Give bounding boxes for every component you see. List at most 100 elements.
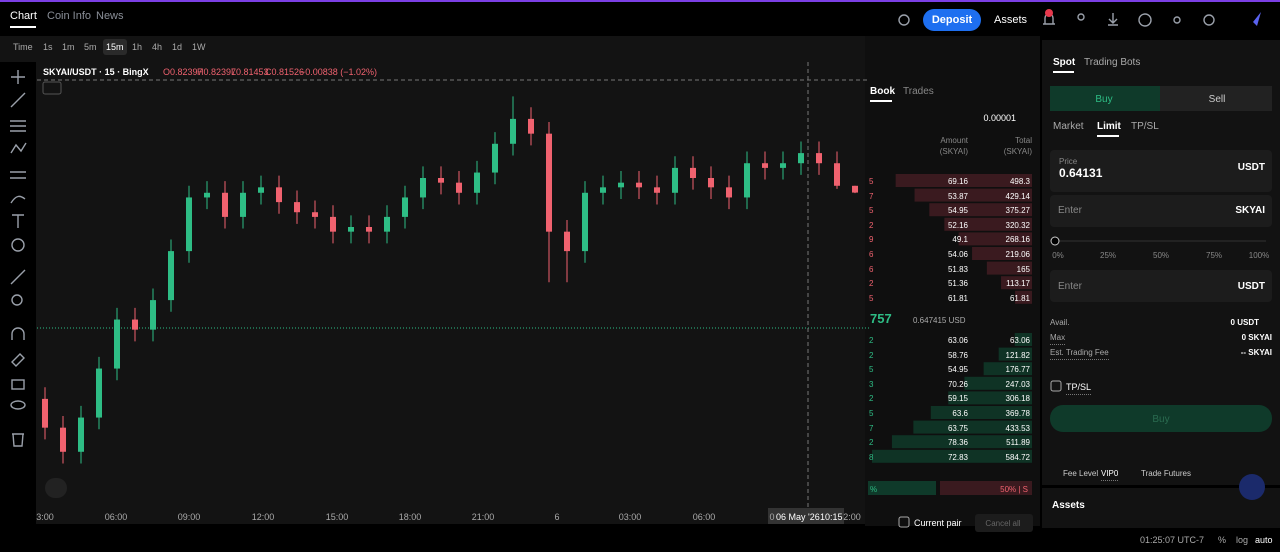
candle-body xyxy=(582,192,588,252)
sell-tab-bg xyxy=(1160,86,1272,111)
price-fragment: 5 xyxy=(869,206,874,216)
max-value: 0 SKYAI xyxy=(1241,333,1272,342)
interval[interactable]: 1h xyxy=(132,42,143,52)
slider-handle[interactable] xyxy=(1050,236,1060,246)
symbol-legend: SKYAI/USDT · 15 · BingX xyxy=(43,67,149,77)
candle-body xyxy=(564,231,570,252)
book-underline xyxy=(870,100,892,102)
slider-label: 25% xyxy=(1099,251,1117,260)
sell-tab[interactable]: Sell xyxy=(1208,94,1226,105)
buy-tab-bg xyxy=(1050,86,1165,111)
trades-tab[interactable]: Trades xyxy=(903,86,934,97)
candle-body xyxy=(330,216,336,232)
nav-tab[interactable]: Coin Info xyxy=(47,10,92,22)
price-fragment: 2 xyxy=(869,350,874,360)
candle-body xyxy=(60,427,66,452)
interval[interactable]: Time xyxy=(13,42,33,52)
candle-body xyxy=(96,368,102,418)
order-type[interactable]: TP/SL xyxy=(1131,121,1159,132)
slider-label: 100% xyxy=(1248,251,1270,260)
amount: 61.81 xyxy=(947,293,968,303)
price-fragment: 9 xyxy=(869,235,874,245)
order-type[interactable]: Limit xyxy=(1097,121,1121,132)
candle-body xyxy=(240,192,246,217)
column-header: Amount xyxy=(940,136,968,145)
time-axis-label: 6 xyxy=(554,512,560,522)
current-pair: Current pair xyxy=(914,518,962,528)
depth-bar xyxy=(913,420,1032,434)
candle-body xyxy=(384,216,390,232)
vip-level[interactable]: VIP0 xyxy=(1101,467,1119,481)
help-button[interactable] xyxy=(1239,474,1265,500)
cancel-all[interactable]: Cancel all xyxy=(985,519,1021,528)
collapse-button[interactable] xyxy=(42,81,62,95)
price-fragment: 5 xyxy=(869,409,874,418)
candle-body xyxy=(600,187,606,193)
amount: 69.16 xyxy=(947,177,968,186)
interval[interactable]: 1s xyxy=(43,42,53,52)
bots-tab[interactable]: Trading Bots xyxy=(1084,57,1141,68)
candle-body xyxy=(834,163,840,186)
candle-body xyxy=(654,187,660,193)
interval[interactable]: 1W xyxy=(192,42,206,52)
candle-body xyxy=(456,182,462,193)
column-header: (SKYAI) xyxy=(939,147,968,156)
total: 219.06 xyxy=(1005,250,1030,259)
assets-title: Assets xyxy=(1052,500,1085,511)
book-tab[interactable]: Book xyxy=(870,86,895,97)
interval[interactable]: 1m xyxy=(62,42,75,52)
trade-futures[interactable]: Trade Futures xyxy=(1141,469,1191,478)
depth-bar xyxy=(1015,290,1032,304)
interval[interactable]: 5m xyxy=(84,42,97,52)
candle-body xyxy=(744,163,750,198)
mid-price: 757 xyxy=(870,311,892,326)
total: 268.16 xyxy=(1005,235,1030,245)
nav-tab[interactable]: News xyxy=(96,10,124,22)
depth-bar xyxy=(998,347,1032,361)
total-input[interactable] xyxy=(1050,270,1272,302)
buy-tab[interactable]: Buy xyxy=(1095,94,1113,105)
amount: 54.95 xyxy=(947,365,968,375)
interval[interactable]: 4h xyxy=(152,42,163,52)
candle-body xyxy=(276,187,282,203)
mid-usd: 0.647415 USD xyxy=(913,316,966,325)
log-toggle[interactable]: log xyxy=(1236,535,1249,545)
ohlc-value: −0.00838 (−1.02%) xyxy=(300,67,378,77)
depth-bar xyxy=(895,174,1032,187)
price-input[interactable] xyxy=(1050,150,1272,192)
buy-button[interactable]: Buy xyxy=(1152,414,1170,425)
tpsl-checkbox[interactable] xyxy=(1050,380,1062,392)
cancel-all-bg xyxy=(975,514,1033,532)
order-type[interactable]: Market xyxy=(1053,121,1084,132)
percent-toggle[interactable]: % xyxy=(1218,535,1227,545)
time-axis-label: 15:00 xyxy=(325,512,349,522)
amount: 63.06 xyxy=(947,336,968,345)
depth-bar xyxy=(891,435,1032,449)
price-unit: USDT xyxy=(1237,162,1265,173)
depth-bar xyxy=(958,232,1032,246)
spot-tab[interactable]: Spot xyxy=(1053,57,1076,68)
depth-bar xyxy=(914,188,1032,202)
price-fragment: 7 xyxy=(869,191,874,201)
auto-toggle[interactable]: auto xyxy=(1255,535,1273,545)
depth-bar xyxy=(1001,276,1032,290)
deposit-button[interactable]: Deposit xyxy=(931,14,973,26)
interval[interactable]: 15m xyxy=(106,42,124,52)
nav-tab[interactable]: Chart xyxy=(10,10,37,22)
time-axis-label: 06:00 xyxy=(104,512,128,522)
total: 113.17 xyxy=(1006,279,1030,289)
precision-select[interactable]: 0.00001 xyxy=(983,113,1016,123)
amount-input[interactable] xyxy=(1050,195,1272,227)
total: 176.77 xyxy=(1005,365,1030,375)
total-placeholder: Enter xyxy=(1058,281,1082,292)
total: 433.53 xyxy=(1005,423,1030,433)
candle-body xyxy=(492,143,498,173)
candle-body xyxy=(726,187,732,198)
current-pair-checkbox[interactable] xyxy=(898,516,910,528)
interval[interactable]: 1d xyxy=(172,42,183,52)
time-axis-label: 18:00 xyxy=(398,512,422,522)
time-axis-label: 06:00 xyxy=(692,512,716,522)
assets-button[interactable]: Assets xyxy=(994,14,1028,26)
amount: 72.83 xyxy=(947,452,968,462)
